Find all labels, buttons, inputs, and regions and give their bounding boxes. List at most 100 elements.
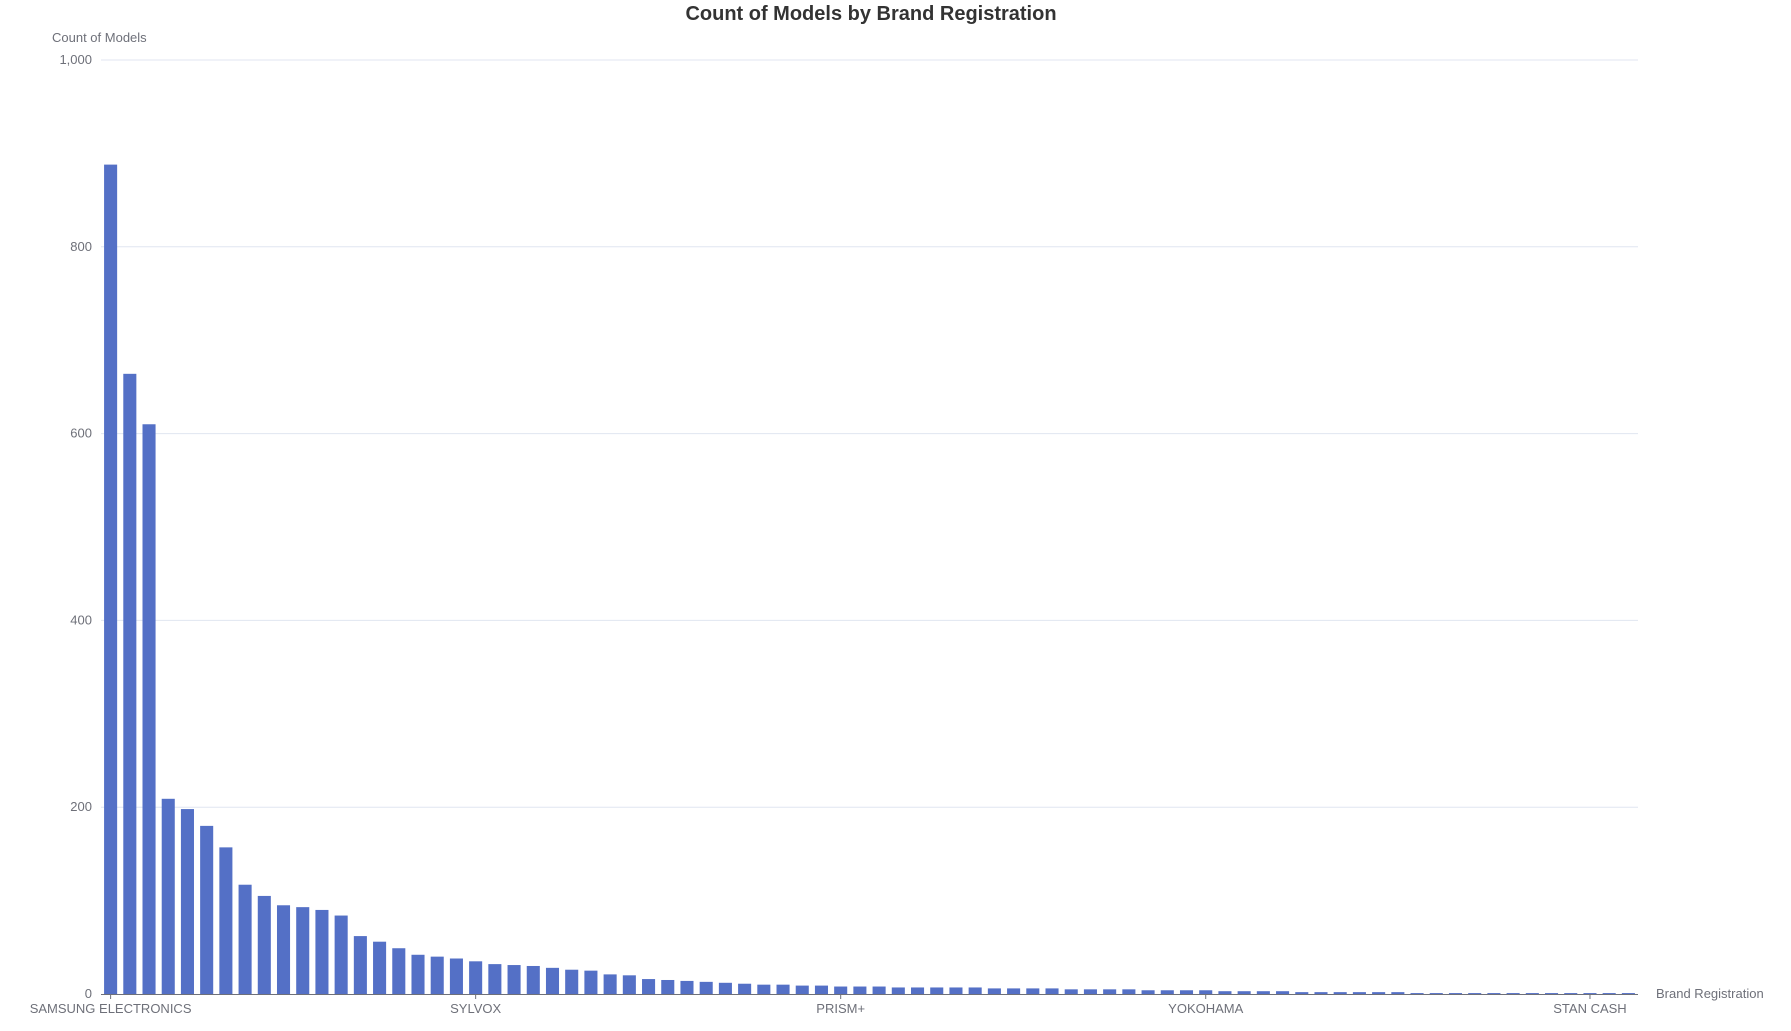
bar[interactable] bbox=[1333, 992, 1347, 994]
bar[interactable] bbox=[200, 825, 214, 994]
bar[interactable] bbox=[488, 964, 502, 994]
bar[interactable] bbox=[1295, 992, 1309, 994]
x-tick-label: YOKOHAMA bbox=[1168, 1001, 1243, 1016]
bar[interactable] bbox=[430, 956, 444, 994]
y-tick-label: 0 bbox=[85, 986, 92, 1001]
bar[interactable] bbox=[776, 984, 790, 994]
y-tick-label: 800 bbox=[70, 239, 92, 254]
bar[interactable] bbox=[123, 373, 137, 995]
bar[interactable] bbox=[545, 967, 560, 994]
bar[interactable] bbox=[1256, 991, 1270, 994]
bar[interactable] bbox=[622, 975, 636, 994]
bar[interactable] bbox=[891, 987, 905, 994]
bar[interactable] bbox=[1083, 989, 1097, 994]
bar[interactable] bbox=[738, 983, 752, 994]
bar[interactable] bbox=[1141, 990, 1155, 994]
bar[interactable] bbox=[296, 907, 310, 994]
bar[interactable] bbox=[565, 969, 579, 994]
x-tick-label: PRISM+ bbox=[816, 1001, 865, 1016]
bar[interactable] bbox=[1276, 991, 1290, 994]
bar[interactable] bbox=[219, 847, 233, 994]
bar[interactable] bbox=[238, 884, 252, 994]
bar[interactable] bbox=[334, 915, 348, 994]
chart-title: Count of Models by Brand Registration bbox=[685, 3, 1056, 25]
bar[interactable] bbox=[411, 954, 425, 994]
grid-lines bbox=[101, 59, 1638, 808]
y-axis-title: Count of Models bbox=[52, 30, 147, 45]
bar[interactable] bbox=[1237, 991, 1251, 994]
bar[interactable] bbox=[1391, 992, 1405, 994]
bar[interactable] bbox=[1410, 993, 1424, 994]
bar[interactable] bbox=[1506, 993, 1520, 994]
y-tick-label: 1,000 bbox=[59, 52, 92, 67]
bar[interactable] bbox=[1372, 992, 1386, 994]
x-tick-label: STAN CASH bbox=[1553, 1001, 1626, 1016]
bar[interactable] bbox=[1525, 993, 1539, 994]
bar[interactable] bbox=[584, 970, 598, 994]
bar[interactable] bbox=[104, 164, 118, 994]
bar[interactable] bbox=[834, 986, 848, 994]
bar[interactable] bbox=[1122, 989, 1136, 994]
x-axis: SAMSUNG ELECTRONICS SYLVOX PRISM+ YOKOHAMA S… bbox=[30, 994, 1638, 1016]
bar[interactable] bbox=[1103, 989, 1117, 994]
bar[interactable] bbox=[1179, 990, 1194, 994]
bar[interactable] bbox=[757, 984, 771, 994]
bar[interactable] bbox=[814, 985, 829, 994]
bar[interactable] bbox=[161, 798, 175, 994]
bar[interactable] bbox=[1007, 988, 1021, 994]
bar[interactable] bbox=[142, 424, 156, 994]
y-tick-label: 200 bbox=[70, 799, 92, 814]
bar[interactable] bbox=[1429, 993, 1443, 994]
bar[interactable] bbox=[1026, 988, 1040, 994]
bar[interactable] bbox=[1545, 993, 1559, 994]
bar[interactable] bbox=[1064, 989, 1078, 994]
bar[interactable] bbox=[718, 982, 732, 994]
bar[interactable] bbox=[680, 980, 694, 994]
bar[interactable] bbox=[661, 979, 675, 994]
bar[interactable] bbox=[276, 905, 291, 994]
y-axis-ticks: 0 200 400 600 800 1,000 bbox=[59, 52, 92, 1001]
bar[interactable] bbox=[1583, 993, 1597, 994]
bar[interactable] bbox=[1314, 992, 1328, 994]
bar[interactable] bbox=[392, 948, 406, 994]
bar[interactable] bbox=[968, 987, 982, 994]
bar[interactable] bbox=[353, 936, 367, 994]
bar[interactable] bbox=[1045, 988, 1059, 994]
bar[interactable] bbox=[930, 987, 944, 994]
bar[interactable] bbox=[1487, 993, 1501, 994]
bar[interactable] bbox=[853, 986, 867, 994]
bar[interactable] bbox=[180, 809, 194, 994]
bar[interactable] bbox=[526, 965, 540, 994]
bar[interactable] bbox=[987, 988, 1001, 994]
bar[interactable] bbox=[1448, 993, 1463, 994]
x-tick-label: SYLVOX bbox=[450, 1001, 501, 1016]
bar[interactable] bbox=[1199, 990, 1213, 994]
bar[interactable] bbox=[872, 986, 886, 994]
bar[interactable] bbox=[1621, 993, 1635, 994]
y-tick-label: 600 bbox=[70, 426, 92, 441]
bar[interactable] bbox=[795, 985, 809, 994]
bar[interactable] bbox=[910, 987, 925, 994]
bar[interactable] bbox=[1602, 993, 1616, 994]
bar[interactable] bbox=[699, 981, 713, 994]
bar[interactable] bbox=[469, 961, 483, 994]
x-tick-label: SAMSUNG ELECTRONICS bbox=[30, 1001, 192, 1016]
bar[interactable] bbox=[315, 909, 329, 994]
bar[interactable] bbox=[1468, 993, 1482, 994]
bar[interactable] bbox=[1352, 992, 1366, 994]
bar[interactable] bbox=[507, 965, 521, 994]
bar[interactable] bbox=[373, 941, 387, 994]
bars bbox=[104, 164, 1635, 995]
bar[interactable] bbox=[1564, 993, 1578, 994]
bar[interactable] bbox=[1218, 991, 1232, 994]
bar[interactable] bbox=[1160, 990, 1174, 994]
bar[interactable] bbox=[603, 974, 617, 994]
bar[interactable] bbox=[949, 987, 963, 994]
bar[interactable] bbox=[642, 979, 656, 994]
bar[interactable] bbox=[257, 895, 271, 994]
x-axis-title: Brand Registration bbox=[1656, 986, 1764, 1001]
bar[interactable] bbox=[449, 958, 463, 994]
y-tick-label: 400 bbox=[70, 612, 92, 627]
